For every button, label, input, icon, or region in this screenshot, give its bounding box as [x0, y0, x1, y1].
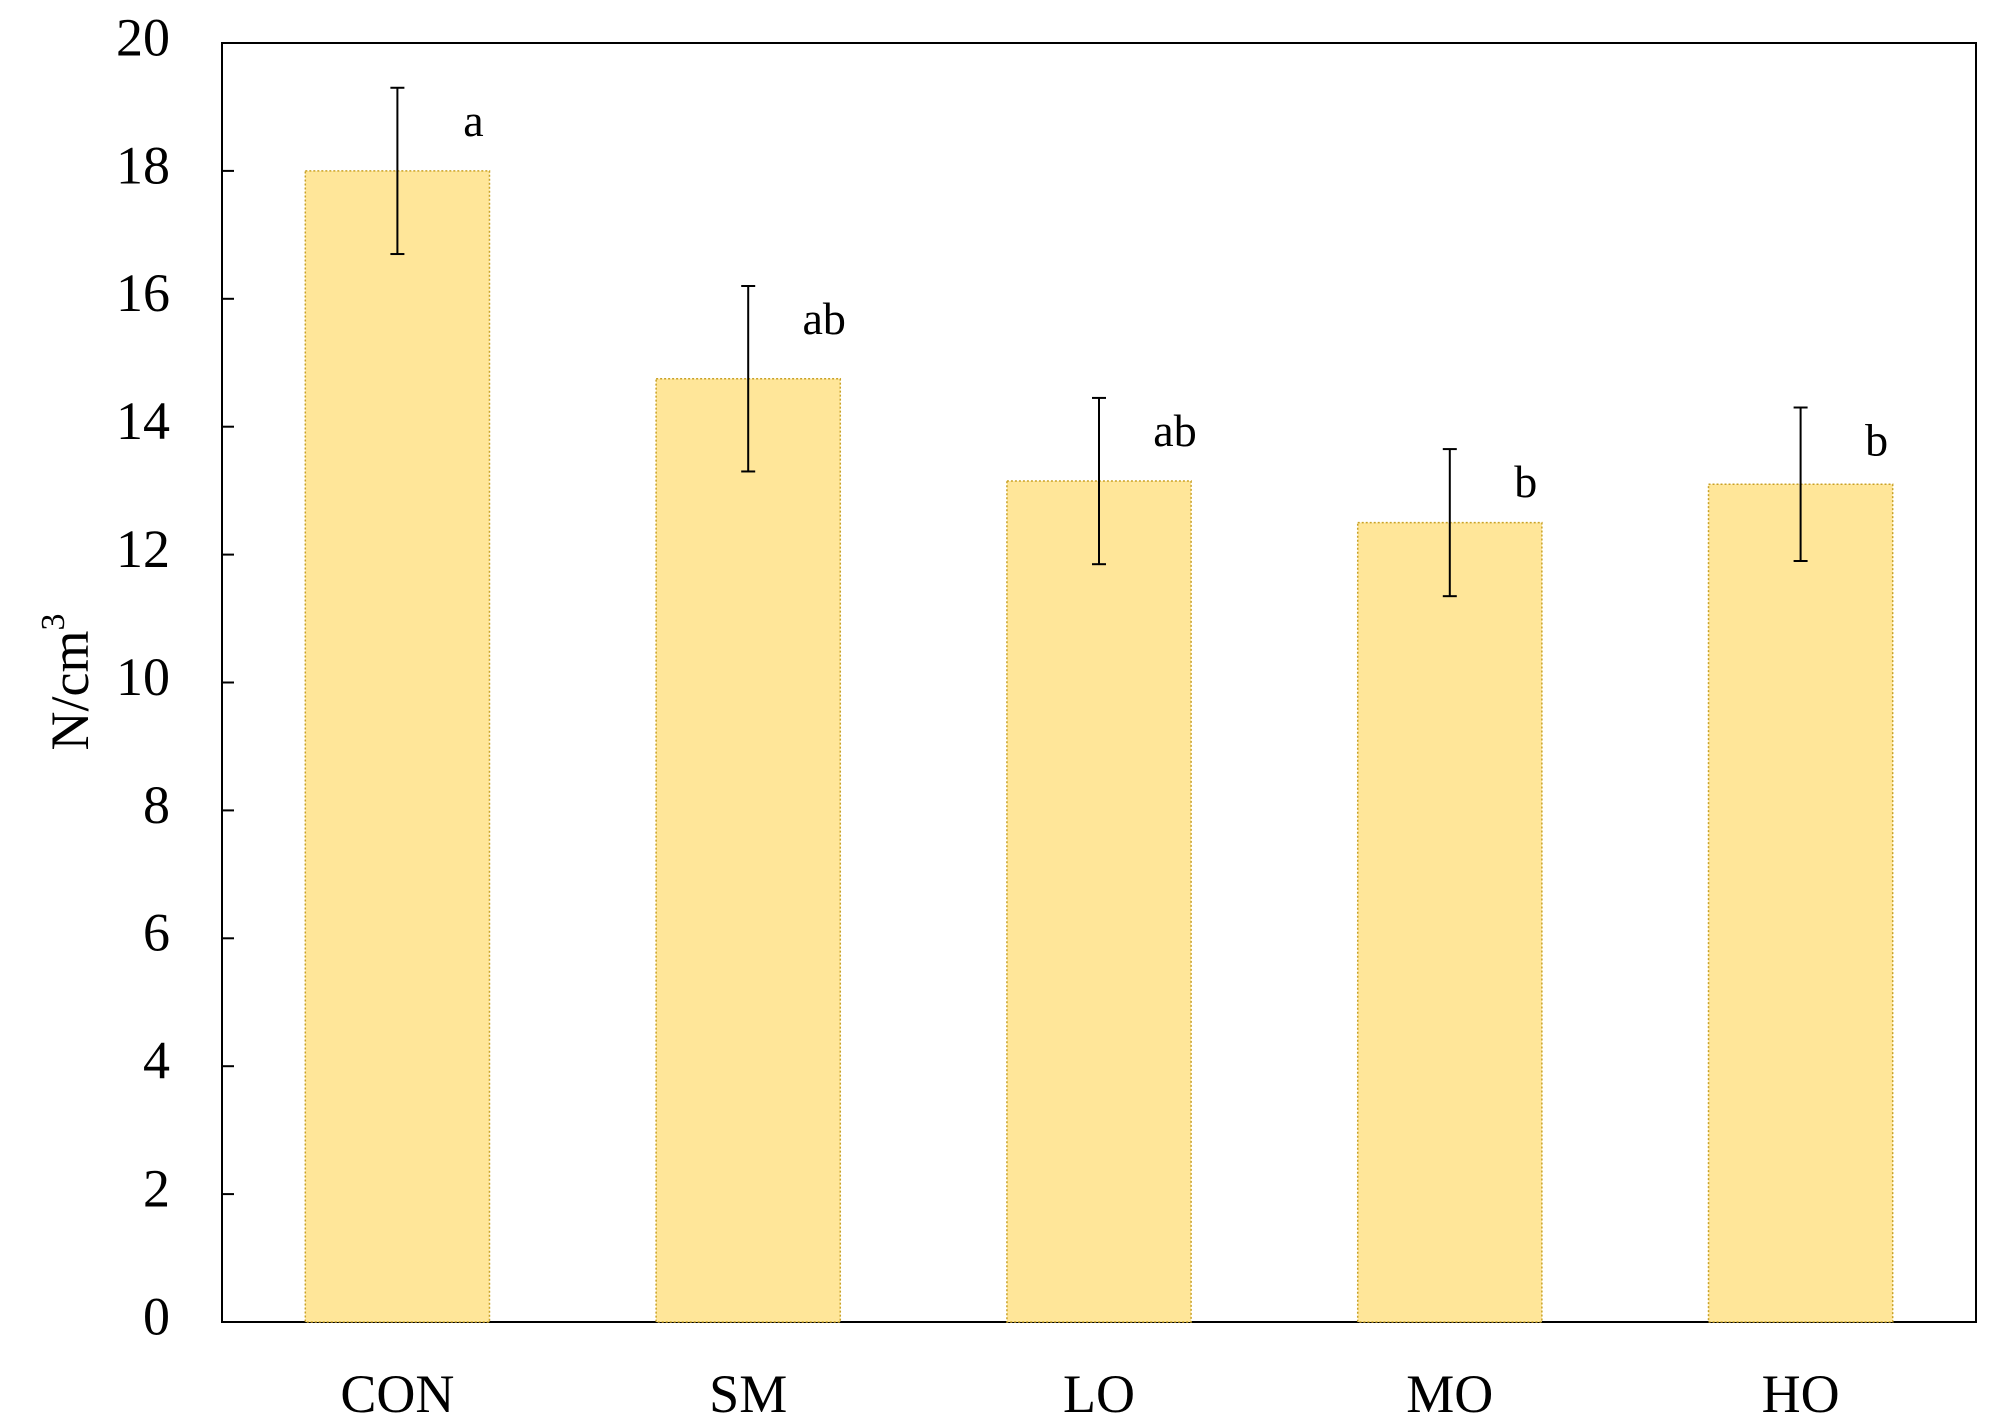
y-tick-label: 10: [116, 647, 170, 707]
x-category-label-ho: HO: [1762, 1364, 1840, 1424]
y-tick-label: 12: [116, 519, 170, 579]
bar-ho: [1707, 483, 1894, 1323]
error-bars-layer: [390, 86, 1808, 598]
y-axis-title-superscript: 3: [35, 614, 72, 631]
y-axis-title-main: N/cm: [40, 631, 100, 751]
significance-label-mo: b: [1514, 456, 1537, 507]
y-tick-label: 8: [143, 775, 170, 835]
bar-sm: [655, 377, 842, 1323]
significance-label-lo: ab: [1153, 405, 1196, 456]
significance-labels-layer: a ab ab b b: [463, 95, 1888, 507]
y-tick-label: 16: [116, 263, 170, 323]
y-tick-label: 0: [143, 1286, 170, 1346]
x-category-label-con: CON: [340, 1364, 454, 1424]
x-category-label-lo: LO: [1063, 1364, 1135, 1424]
y-tick-label: 2: [143, 1158, 170, 1218]
bar-mo: [1356, 521, 1543, 1323]
y-tick-label: 4: [143, 1031, 170, 1091]
bar-con: [304, 170, 491, 1323]
y-tick-label: 20: [116, 7, 170, 67]
x-category-label-mo: MO: [1406, 1364, 1493, 1424]
significance-label-ho: b: [1865, 415, 1888, 466]
bars-layer: [304, 170, 1894, 1323]
x-category-label-sm: SM: [709, 1364, 787, 1424]
y-axis-ticks: 0 2 4 6 8 10 12 14 16 18 20: [116, 7, 234, 1346]
y-tick-label: 6: [143, 903, 170, 963]
significance-label-sm: ab: [802, 293, 845, 344]
y-axis-title: N/cm3: [35, 614, 101, 751]
significance-label-con: a: [463, 95, 483, 146]
x-axis-category-labels: CON SM LO MO HO: [340, 1364, 1839, 1424]
y-tick-label: 18: [116, 135, 170, 195]
y-tick-label: 14: [116, 391, 170, 451]
bar-lo: [1006, 480, 1192, 1323]
